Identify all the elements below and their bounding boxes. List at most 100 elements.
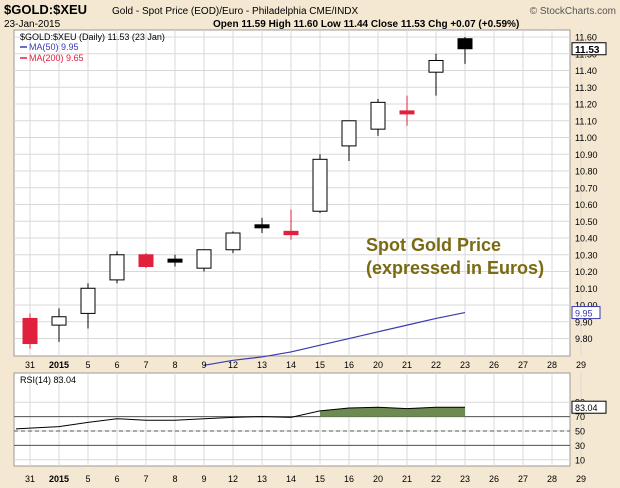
date-tick-label: 6 [114,360,119,370]
candle-23 [457,37,473,64]
candle-5 [80,283,96,329]
legend-rsi: RSI(14) 83.04 [20,375,76,385]
rsi-tick-label: 10 [575,455,585,465]
date-tick-label: 5 [85,474,90,484]
date-tick-label: 22 [431,474,441,484]
price-grid [14,30,582,356]
candles-layer [22,37,473,349]
date-tick-label: 31 [25,360,35,370]
date-tick-label: 16 [344,360,354,370]
price-tick-label: 10.30 [575,250,598,260]
annotation-line1: Spot Gold Price [366,235,501,255]
date-tick-label: 29 [576,474,586,484]
header-ohlc: Open 11.59 High 11.60 Low 11.44 Close 11… [213,19,519,30]
date-tick-label: 26 [489,474,499,484]
rsi-tick-label: 30 [575,441,585,451]
date-tick-label: 29 [576,360,586,370]
rsi-tick-label: 70 [575,412,585,422]
header-date: 23-Jan-2015 [4,19,61,30]
rsi-last-box [571,400,607,414]
candle-2015 [51,308,67,342]
price-tick-label: 10.20 [575,267,598,277]
date-tick-label: 16 [344,474,354,484]
candle-body [138,254,154,267]
candle-body [370,101,386,130]
date-tick-label: 31 [25,474,35,484]
price-tick-label: 10.00 [575,301,598,311]
candle-body [399,110,415,115]
candle-22 [428,53,444,96]
date-tick-label: 8 [172,474,177,484]
price-axis: 9.80 9.90 10.00 10.10 10.20 10.30 10.40 10.50 10… [571,33,607,344]
ma50-layer [203,311,466,366]
candle-body [428,59,444,73]
date-tick-label: 28 [547,360,557,370]
price-tick-label: 10.90 [575,150,598,160]
date-tick-label: 9 [201,474,206,484]
rsi-tick-label: 50 [575,427,585,437]
candle-body [457,38,473,50]
candle-9 [196,249,212,272]
date-tick-label: 27 [518,474,528,484]
candle-body [51,316,67,326]
candle-16 [341,120,357,161]
date-tick-label: 12 [228,474,238,484]
legend-ma200: MA(200) 9.65 [29,53,84,63]
last-price-box [571,42,607,56]
candle-body [196,249,212,269]
candle-body [254,224,270,229]
candle-body [80,287,96,314]
date-tick-label: 2015 [49,474,69,484]
rsi-overbought-fill [320,407,465,417]
date-axis-bottom: 31 2015 5 6 7 8 9 12 13 14 15 16 20 21 22 23 26 27 28 29 [25,474,586,484]
date-tick-label: 26 [489,360,499,370]
date-tick-label: 28 [547,474,557,484]
date-tick-label: 20 [373,474,383,484]
candle-body [109,254,125,281]
date-tick-label: 20 [373,360,383,370]
price-tick-label: 10.80 [575,167,598,177]
candle-body [283,230,299,236]
last-price-label: 11.53 [575,45,600,56]
legend-main: $GOLD:$XEU (Daily) 11.53 (23 Jan) [20,32,165,42]
date-tick-label: 8 [172,360,177,370]
date-tick-label: 5 [85,360,90,370]
rsi-last-label: 83.04 [575,403,598,413]
price-legend: $GOLD:$XEU (Daily) 11.53 (23 Jan) MA(50)… [20,32,165,63]
rsi-plot [15,406,466,430]
date-tick-label: 7 [143,474,148,484]
candle-13 [254,217,270,233]
date-tick-label: 14 [286,474,296,484]
candle-body [167,258,183,263]
ma50-line [203,311,466,366]
candle-body [225,232,241,251]
annotation-line2: (expressed in Euros) [366,258,544,278]
date-tick-label: 23 [460,474,470,484]
date-tick-label: 9 [201,360,206,370]
price-tick-label: 10.40 [575,234,598,244]
date-tick-label: 22 [431,360,441,370]
candle-body [341,120,357,147]
legend-ma50: MA(50) 9.95 [29,42,79,52]
date-tick-label: 14 [286,360,296,370]
candle-20 [370,99,386,136]
header-description: Gold - Spot Price (EOD)/Euro - Philadelp… [112,6,359,17]
date-tick-label: 12 [228,360,238,370]
candle-15 [312,154,328,213]
copyright-text: © StockCharts.com [530,6,616,17]
price-tick-label: 10.60 [575,200,598,210]
date-tick-label: 23 [460,360,470,370]
price-tick-label: 11.30 [575,83,597,93]
date-tick-label: 21 [402,474,412,484]
date-tick-label: 15 [315,360,325,370]
date-tick-label: 6 [114,474,119,484]
rsi-line [15,406,466,430]
ma50-value-box [571,306,601,320]
price-tick-label: 11.40 [575,66,597,76]
rsi-panel [13,372,571,467]
ma50-value-label: 9.95 [575,309,593,319]
candle-12 [225,231,241,254]
price-tick-label: 10.70 [575,183,598,193]
candle-21 [399,95,415,126]
